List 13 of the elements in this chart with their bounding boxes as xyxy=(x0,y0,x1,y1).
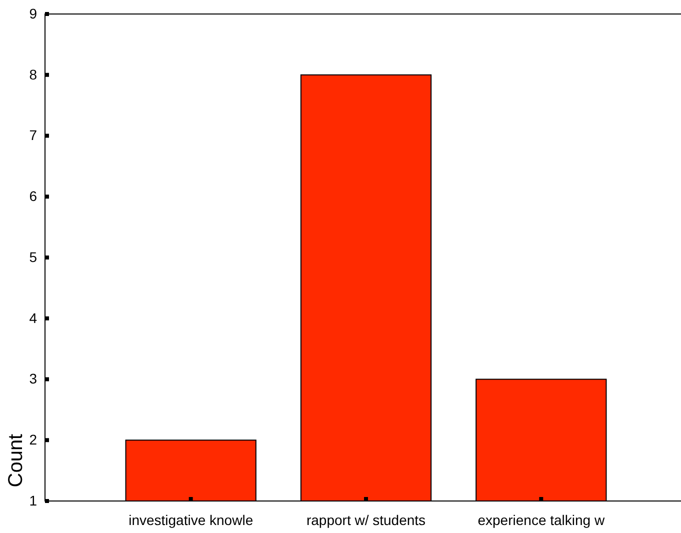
x-tick-label: rapport w/ students xyxy=(306,512,426,528)
y-tick-label: 6 xyxy=(29,188,38,204)
x-tick-label: investigative knowle xyxy=(128,512,254,528)
y-tick-label: 5 xyxy=(29,248,38,265)
x-tick-label: experience talking w xyxy=(478,512,606,528)
y-tick-label: 8 xyxy=(29,66,38,82)
y-tick-label: 2 xyxy=(29,432,38,448)
y-tick-label: 1 xyxy=(29,492,38,508)
y-tick-label: 9 xyxy=(29,5,38,22)
y-tick-label: 4 xyxy=(29,310,38,326)
y-axis-title: Count xyxy=(5,433,27,488)
y-tick-label: 3 xyxy=(29,370,38,387)
y-tick-label: 7 xyxy=(29,127,38,144)
